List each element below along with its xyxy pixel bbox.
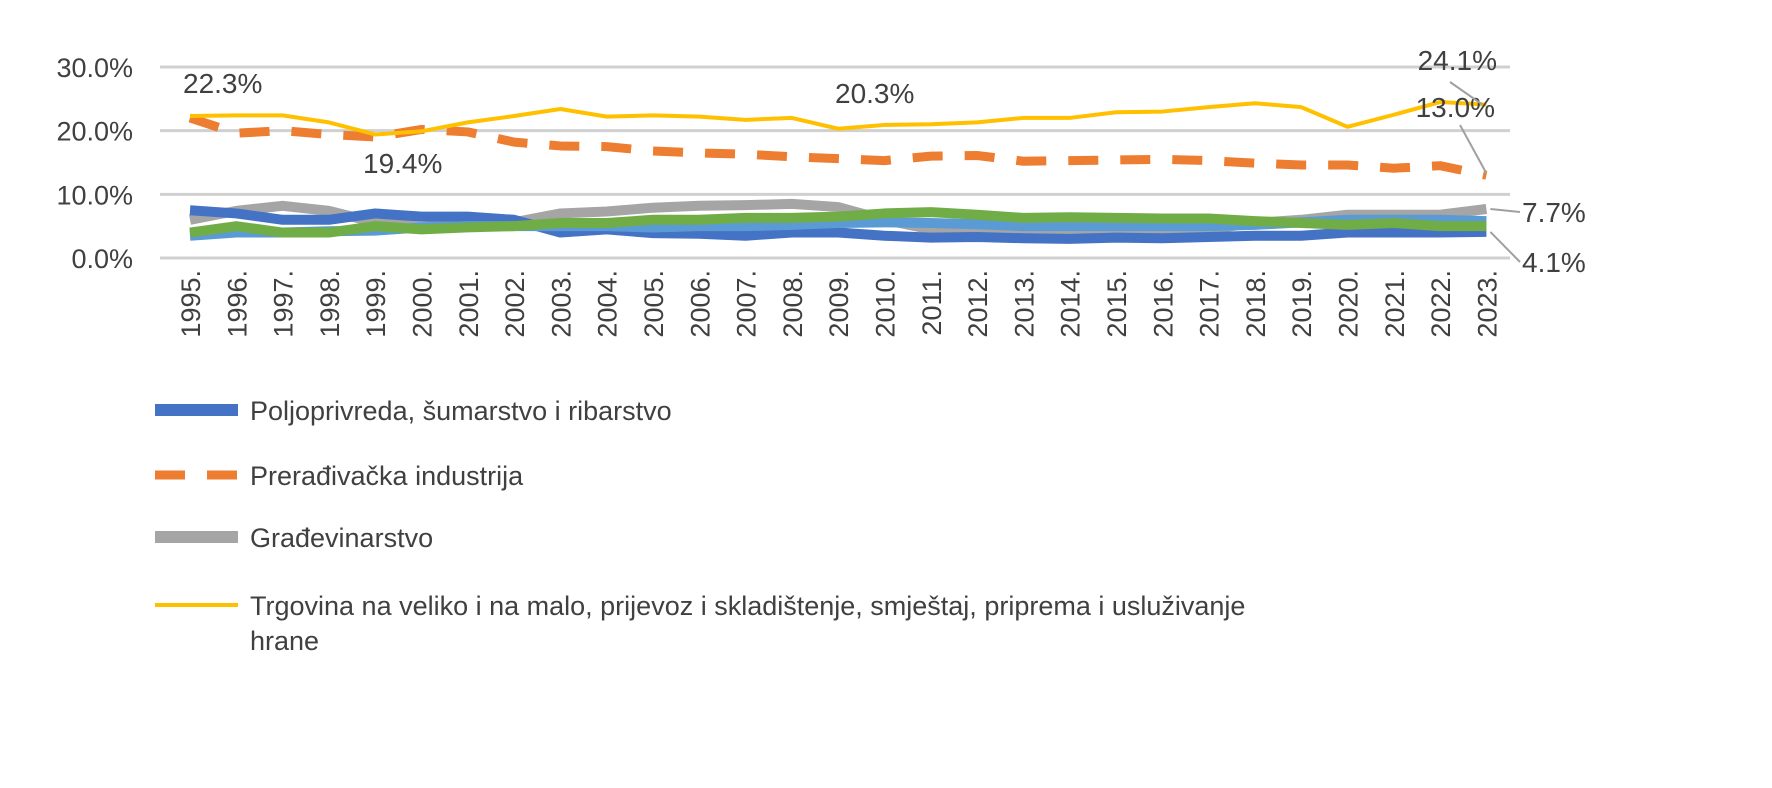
x-tick-label: 2018.: [1241, 270, 1271, 338]
x-tick-label: 2015.: [1102, 270, 1132, 338]
x-tick-label: 1995.: [176, 270, 206, 338]
y-tick-label: 30.0%: [56, 53, 133, 83]
legend-label: Trgovina na veliko i na malo, prijevoz i…: [250, 591, 1245, 621]
data-label: 19.4%: [363, 148, 442, 179]
x-tick-label: 1998.: [315, 270, 345, 338]
x-tick-label: 2012.: [963, 270, 993, 338]
y-tick-label: 0.0%: [71, 244, 133, 274]
x-tick-label: 2003.: [546, 270, 576, 338]
x-tick-label: 2014.: [1056, 270, 1086, 338]
data-label: 22.3%: [183, 68, 262, 99]
leader-line: [1490, 207, 1521, 213]
x-tick-label: 2017.: [1195, 270, 1225, 338]
x-tick-label: 2009.: [824, 270, 854, 338]
data-label: 13.0%: [1416, 92, 1495, 123]
leader-line: [1449, 81, 1483, 106]
gridlines: [160, 65, 1510, 260]
x-tick-label: 2023.: [1472, 270, 1502, 338]
data-label: 20.3%: [835, 78, 914, 109]
x-tick-label: 2008.: [778, 270, 808, 338]
leader-line: [1459, 124, 1488, 174]
x-tick-label: 2004.: [593, 270, 623, 338]
legend-label: hrane: [250, 626, 319, 656]
series-line-3: [189, 100, 1487, 137]
x-tick-label: 2020.: [1334, 270, 1364, 338]
leader-line: [1489, 231, 1521, 263]
series-line-0: [189, 205, 1487, 244]
data-label: 7.7%: [1522, 197, 1586, 228]
x-tick-label: 2011.: [917, 270, 947, 336]
x-tick-label: 2002.: [500, 270, 530, 338]
x-tick-label: 1996.: [222, 270, 252, 338]
x-tick-label: 2005.: [639, 270, 669, 338]
data-label: 4.1%: [1522, 247, 1586, 278]
legend-label: Prerađivačka industrija: [250, 461, 524, 491]
x-tick-label: 2001.: [454, 270, 484, 338]
x-tick-label: 2019.: [1287, 270, 1317, 338]
x-tick-label: 2010.: [871, 270, 901, 338]
legend-label: Poljoprivreda, šumarstvo i ribarstvo: [250, 396, 672, 426]
legend-label: Građevinarstvo: [250, 523, 433, 553]
x-tick-label: 2022.: [1426, 270, 1456, 338]
x-axis-ticks: 1995. 1996. 1997. 1998. 1999. 2000. 2001. 2002.…: [176, 270, 1502, 338]
series-line-5: [189, 207, 1487, 238]
y-axis-ticks: 0.0% 10.0% 20.0% 30.0%: [56, 53, 133, 274]
x-tick-label: 2007.: [732, 270, 762, 338]
data-label: 24.1%: [1418, 45, 1497, 76]
x-tick-label: 2016.: [1148, 270, 1178, 338]
x-tick-label: 2013.: [1009, 270, 1039, 338]
y-tick-label: 20.0%: [56, 117, 133, 147]
x-tick-label: 1999.: [361, 270, 391, 338]
legend: Poljoprivreda, šumarstvo i ribarstvo Prer…: [155, 396, 1245, 656]
x-tick-label: 1997.: [269, 270, 299, 338]
x-tick-label: 2000.: [408, 270, 438, 338]
x-tick-label: 2021.: [1380, 270, 1410, 338]
series-lines: [188, 100, 1488, 244]
data-labels: 22.3% 19.4% 20.3% 24.1% 13.0% 7.7% 4.1%: [183, 45, 1586, 278]
y-tick-label: 10.0%: [56, 180, 133, 210]
x-tick-label: 2006.: [685, 270, 715, 338]
